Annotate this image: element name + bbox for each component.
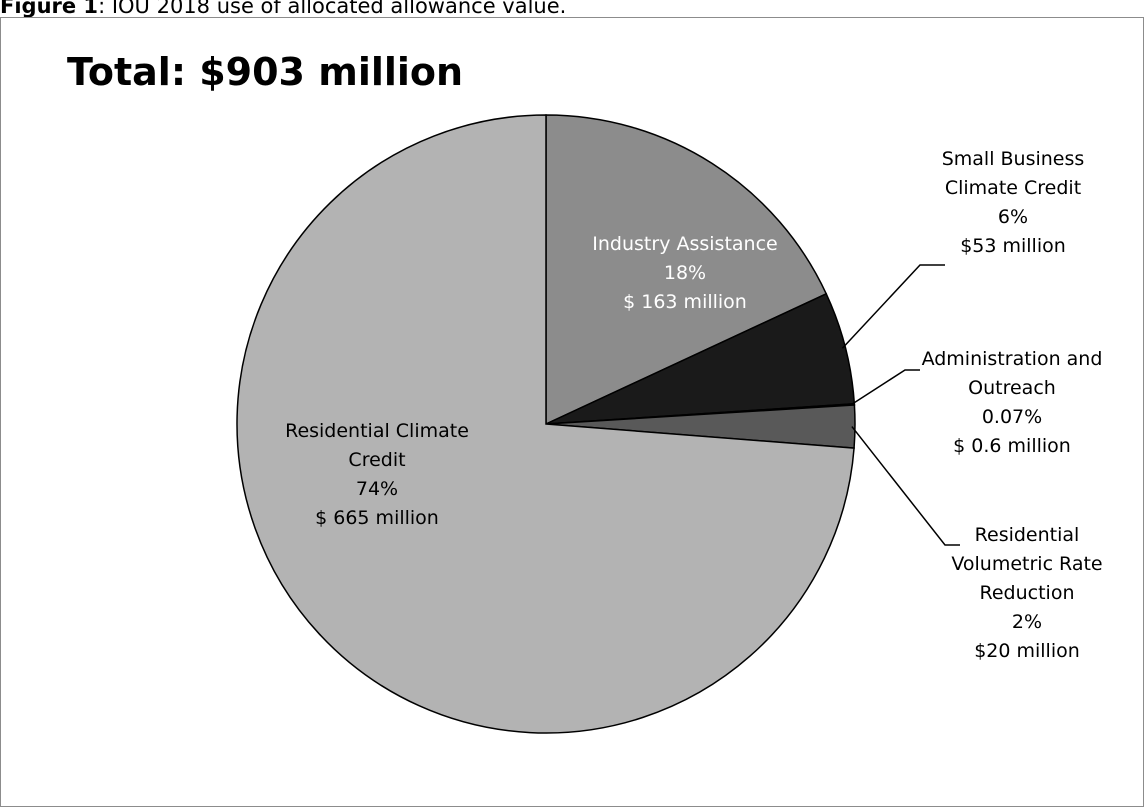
slice-label-line: Residential (975, 524, 1080, 546)
leader-line (850, 369, 920, 406)
slice-label-line: $ 665 million (315, 507, 439, 529)
slice-label: Small Business Climate Credit 6% $53 millio… (942, 148, 1085, 257)
pie-slice-industry-assistance (545, 114, 828, 426)
figure-caption-prefix: Figure 1 (0, 0, 99, 18)
figure-caption-text: : IOU 2018 use of allocated allowance va… (98, 0, 567, 18)
slice-label-line: 2% (1012, 611, 1042, 633)
slice-label: Residential Volumetric Rate Reduction 2% $20… (951, 524, 1102, 662)
slice-label: Residential Climate Credit 74% $ 665 millio… (285, 420, 469, 529)
slice-label-line: 18% (664, 262, 706, 284)
slice-label-line: $20 million (974, 640, 1080, 662)
slice-label-line: Administration and (922, 348, 1103, 370)
slice-label-line: Outreach (968, 377, 1056, 399)
slice-label: Industry Assistance 18% $ 163 million (592, 233, 777, 313)
slice-label-line: Small Business (942, 148, 1085, 170)
slice-label-line: Climate Credit (945, 177, 1081, 199)
pie-slice-residential-climate-credit (236, 114, 855, 734)
slice-label-line: $ 0.6 million (953, 435, 1071, 457)
slice-label-line: $ 163 million (623, 291, 747, 313)
slice-label-line: Industry Assistance (592, 233, 777, 255)
figure-caption: Figure 1: IOU 2018 use of allocated allo… (0, 0, 566, 18)
slice-label-line: 6% (998, 206, 1028, 228)
chart-title: Total: $903 million (67, 50, 464, 94)
slice-label-line: Credit (348, 449, 405, 471)
slice-label-line: Reduction (980, 582, 1075, 604)
leader-line (851, 426, 960, 546)
slice-label-line: 0.07% (982, 406, 1042, 428)
slice-label: Administration and Outreach 0.07% $ 0.6 mil… (922, 348, 1103, 457)
slice-label-line: $53 million (960, 235, 1066, 257)
slice-label-line: Residential Climate (285, 420, 469, 442)
leader-line (841, 264, 945, 349)
slice-label-line: Volumetric Rate (951, 553, 1102, 575)
slice-label-line: 74% (356, 478, 398, 500)
